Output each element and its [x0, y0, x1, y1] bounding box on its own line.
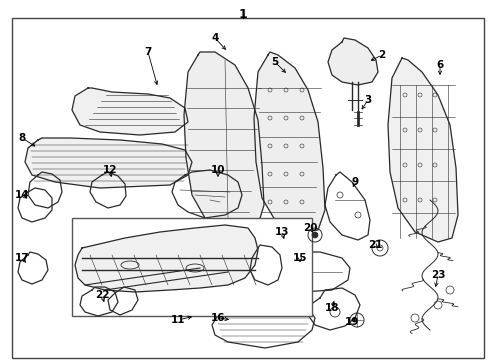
- Text: 9: 9: [351, 177, 359, 187]
- Text: 14: 14: [15, 190, 29, 200]
- Text: 23: 23: [431, 270, 445, 280]
- Text: 1: 1: [239, 8, 247, 21]
- Polygon shape: [75, 225, 258, 292]
- Text: 7: 7: [145, 47, 152, 57]
- Text: 20: 20: [303, 223, 317, 233]
- Polygon shape: [25, 138, 192, 188]
- Polygon shape: [328, 38, 378, 85]
- Text: 16: 16: [211, 313, 225, 323]
- Text: 12: 12: [103, 165, 117, 175]
- Polygon shape: [388, 58, 458, 242]
- Text: 3: 3: [365, 95, 371, 105]
- Text: 10: 10: [211, 165, 225, 175]
- Text: 19: 19: [345, 317, 359, 327]
- Text: 17: 17: [15, 253, 29, 263]
- Text: 11: 11: [171, 315, 185, 325]
- Text: 8: 8: [19, 133, 25, 143]
- Text: 18: 18: [325, 303, 339, 313]
- Text: 15: 15: [293, 253, 307, 263]
- Polygon shape: [184, 52, 264, 228]
- Text: 2: 2: [378, 50, 386, 60]
- Text: 22: 22: [95, 290, 109, 300]
- Text: 21: 21: [368, 240, 382, 250]
- Polygon shape: [254, 52, 325, 232]
- Text: 13: 13: [275, 227, 289, 237]
- Text: 6: 6: [437, 60, 443, 70]
- Polygon shape: [72, 88, 188, 135]
- Bar: [72, 218, 312, 316]
- Circle shape: [312, 232, 318, 238]
- Text: 5: 5: [271, 57, 279, 67]
- Text: 4: 4: [211, 33, 219, 43]
